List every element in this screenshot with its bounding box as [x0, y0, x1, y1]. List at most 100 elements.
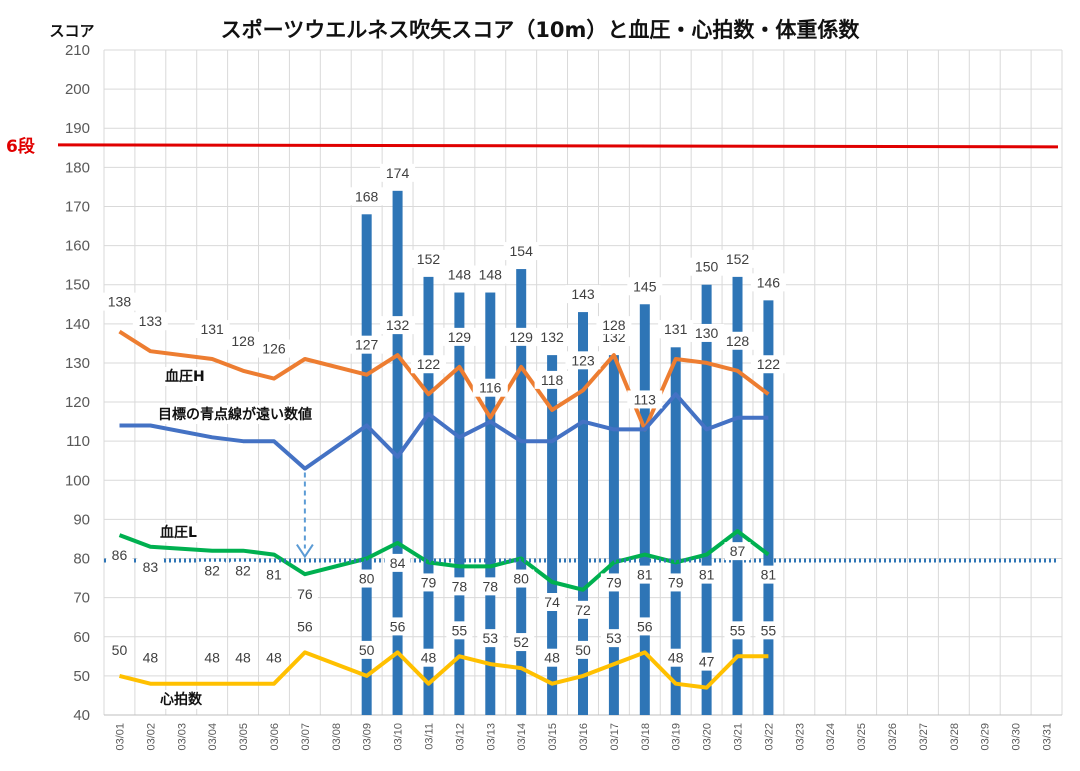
series-label-box: [162, 367, 210, 386]
x-tick-label: 03/05: [238, 723, 250, 751]
bar: [392, 190, 403, 715]
hr-data-label-box: [662, 648, 689, 667]
y-axis-label: スコア: [49, 22, 94, 40]
bph-data-label-box: [194, 320, 230, 339]
y-tick-label: 180: [65, 159, 90, 176]
bph-data-label: 132: [386, 317, 410, 333]
bar-data-label-box: [349, 187, 385, 206]
bpl-data-label-box: [570, 600, 596, 619]
bph-data-label: 126: [262, 341, 286, 357]
bpl-data-label-box: [199, 561, 226, 580]
bar: [516, 269, 527, 715]
y-tick-label: 140: [65, 316, 90, 333]
bph-data-label-box: [565, 351, 601, 370]
bpl-data-label: 72: [575, 602, 591, 618]
bpl-data-label: 76: [297, 586, 313, 602]
y-tick-label: 50: [73, 668, 90, 685]
bar-data-label: 132: [540, 329, 564, 345]
bar-data-label: 145: [633, 278, 657, 294]
bar: [454, 292, 465, 715]
x-tick-label: 03/12: [454, 723, 466, 751]
bph-data-label-box: [472, 378, 508, 397]
bph-data-label-box: [410, 355, 446, 374]
y-tick-label: 110: [66, 433, 90, 450]
x-tick-label: 03/28: [949, 723, 961, 751]
bpl-data-label-box: [755, 565, 782, 584]
hr-data-label: 53: [606, 630, 622, 646]
bpl-data-label: 81: [266, 567, 282, 583]
hr-data-label: 56: [390, 618, 406, 634]
hr-data-label-box: [724, 621, 751, 640]
bph-data-label: 122: [417, 356, 441, 372]
y-ticks: 40 50 60 70 80 90 100 110 120 130 140 150 160 170 180 1…: [65, 42, 90, 724]
bpl-data-label: 74: [544, 594, 560, 610]
bpl-data-label: 79: [421, 574, 437, 590]
hr-data-label: 48: [668, 650, 684, 666]
bpl-data-label: 81: [637, 567, 653, 583]
bar-data-label-box: [472, 265, 508, 284]
bar-data-label: 148: [479, 267, 503, 283]
y-tick-label: 60: [73, 629, 90, 646]
bpl-data-label: 81: [699, 567, 715, 583]
arrow-head: [296, 543, 314, 559]
x-tick-label: 03/27: [918, 723, 930, 751]
x-tick-label: 03/29: [980, 723, 992, 751]
bar-data-label: 146: [757, 274, 781, 290]
bar-data-label-box: [441, 265, 477, 284]
bpl-data-label-box: [662, 573, 689, 592]
hr-data-label-box: [539, 648, 566, 667]
bpl-data-label: 79: [606, 574, 622, 590]
hr-data-label-box: [199, 648, 226, 667]
bph-data-label: 131: [664, 321, 688, 337]
hr-data-label-box: [693, 652, 720, 671]
bar: [423, 276, 434, 715]
bar-data-label: 150: [695, 259, 719, 275]
bpl-data-label-box: [106, 546, 133, 565]
bar-data-label: 143: [571, 286, 595, 302]
bpl-data-label: 78: [452, 578, 468, 594]
threshold-label: 6段: [6, 136, 35, 157]
bar-data-label-box: [565, 285, 601, 304]
x-tick-label: 03/30: [1011, 723, 1023, 751]
x-tick-label: 03/15: [547, 723, 559, 751]
bar-data-label-box: [534, 328, 570, 347]
x-tick-label: 03/23: [794, 723, 806, 751]
bph-data-label: 129: [448, 329, 472, 345]
bar: [670, 347, 681, 715]
hr-data-label-box: [384, 617, 411, 636]
bph-data-label-box: [101, 292, 137, 311]
bpl-data-label-box: [260, 565, 287, 584]
series-label-box: [155, 405, 315, 424]
bpl-data-label-box: [600, 573, 627, 592]
bars: [361, 190, 774, 715]
hr-data-label-box: [570, 640, 596, 659]
bph-data-label: 128: [231, 333, 255, 349]
bph-data-label: 129: [510, 329, 534, 345]
bph-data-label-box: [256, 339, 292, 358]
series-label: 血圧H: [165, 368, 205, 385]
x-tick-label: 03/14: [516, 723, 528, 751]
y-tick-label: 40: [73, 707, 90, 724]
data-labels: 1681741521481481541321431321451361501521…: [101, 163, 786, 671]
x-tick-label: 03/18: [640, 723, 652, 751]
bpl-data-label-box: [693, 565, 720, 584]
threshold-line: [57, 143, 1059, 149]
bpl-data-label: 80: [513, 571, 529, 587]
x-tick-label: 03/17: [609, 723, 621, 751]
hr-data-label: 48: [421, 650, 437, 666]
chart-title: スポーツウエルネス吹矢スコア（10m）と血圧・心拍数・体重係数: [221, 18, 861, 42]
x-tick-label: 03/31: [1042, 723, 1054, 751]
y-tick-label: 170: [65, 198, 90, 215]
bar-data-label-box: [380, 163, 416, 182]
hr-data-label: 50: [575, 642, 591, 658]
hr-data-label: 50: [359, 642, 375, 658]
bpl-data-label-box: [353, 569, 380, 588]
hr-data-label-box: [755, 621, 782, 640]
bpl-data-label-box: [631, 565, 658, 584]
hr-data-label-box: [291, 617, 318, 636]
bpl-data-label-box: [508, 569, 535, 588]
bph-data-label-box: [349, 335, 385, 354]
bar: [701, 284, 712, 715]
bpl-data-label: 82: [204, 563, 220, 579]
